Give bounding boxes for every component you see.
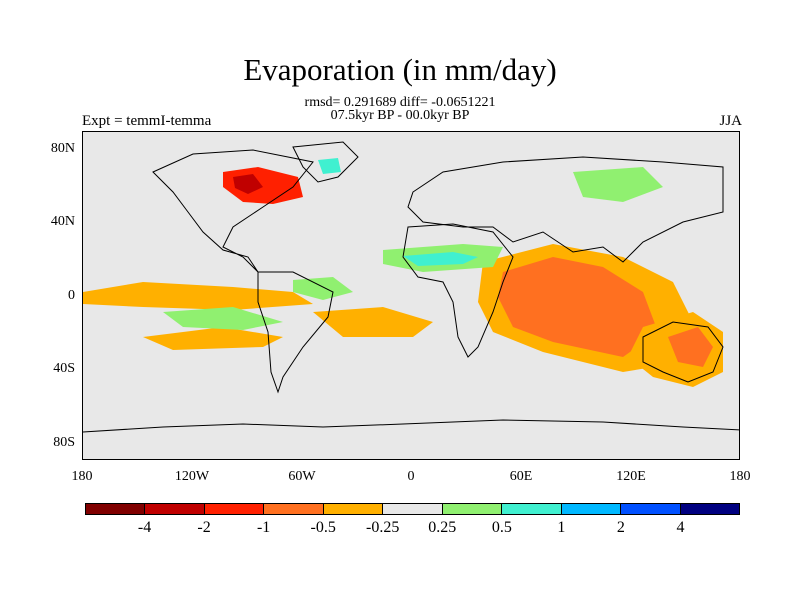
- asia-green: [573, 167, 663, 202]
- greenland-cyan: [318, 158, 341, 174]
- period-line: 07.5kyr BP - 00.0kyr BP: [330, 108, 470, 123]
- x-axis-label: 180: [71, 469, 93, 484]
- colorbar-label: 4: [676, 519, 685, 536]
- colorbar-label: -0.25: [366, 519, 400, 536]
- colorbar-swatch: [621, 504, 681, 514]
- colorbar-label: 1: [557, 519, 566, 536]
- australia-coast: [642, 321, 724, 383]
- x-axis-label: 120E: [616, 469, 646, 484]
- coastlines: [83, 141, 739, 433]
- y-axis-label: 80S: [53, 435, 75, 450]
- africa-coast: [402, 223, 514, 358]
- y-axis-label: 40N: [50, 214, 75, 229]
- colorbar-swatch: [323, 504, 384, 514]
- anomaly-shading: [83, 158, 723, 387]
- season-label: JJA: [719, 113, 742, 129]
- y-axis-label: 0: [68, 288, 75, 303]
- colorbar-swatch: [383, 504, 443, 514]
- colorbar-label: -1: [256, 519, 271, 536]
- colorbar-swatch: [264, 504, 324, 514]
- stats-line: rmsd= 0.291689 diff= -0.0651221: [304, 95, 496, 110]
- colorbar-label: -4: [137, 519, 152, 536]
- x-axis-label: 60E: [509, 469, 533, 484]
- south-pacific-green: [163, 307, 283, 330]
- south-america-coast: [257, 271, 334, 394]
- europe-asia-coast: [407, 156, 724, 263]
- colorbar-swatch: [680, 504, 739, 514]
- indian-ocean-darkorange: [498, 257, 658, 357]
- sahara-cyan: [403, 252, 478, 266]
- x-axis-label: 120W: [174, 469, 210, 484]
- colorbar-swatch: [86, 504, 146, 514]
- antarctica-coast: [83, 419, 739, 433]
- greenland-coast: [292, 141, 359, 183]
- colorbar-label: 0.5: [491, 519, 512, 536]
- north-america-coast: [152, 149, 314, 273]
- south-atlantic-orange: [313, 307, 433, 337]
- australia-darkorange: [668, 327, 713, 367]
- atlantic-green: [293, 277, 353, 300]
- colorbar-swatch: [442, 504, 503, 514]
- map-plot-area: [82, 131, 740, 460]
- experiment-label: Expt = temmI-temma: [82, 113, 212, 129]
- colorbar: [85, 503, 740, 515]
- map-title: Evaporation (in mm/day): [243, 52, 557, 87]
- map-svg: [83, 141, 739, 433]
- colorbar-label: -0.5: [310, 519, 336, 536]
- north-pacific-orange: [83, 282, 313, 310]
- y-axis-label: 80N: [50, 141, 75, 156]
- colorbar-label: 2: [616, 519, 625, 536]
- x-axis-label: 0: [407, 469, 415, 484]
- colorbar-swatch: [204, 504, 265, 514]
- colorbar-swatch: [502, 504, 562, 514]
- hudson-bay-darkred: [233, 174, 263, 194]
- colorbar-label: 0.25: [428, 519, 457, 536]
- y-axis-label: 40S: [53, 361, 75, 376]
- x-axis-label: 60W: [288, 469, 316, 484]
- south-pacific-orange: [143, 327, 283, 350]
- colorbar-label: -2: [197, 519, 211, 536]
- colorbar-swatch: [145, 504, 205, 514]
- colorbar-swatch: [561, 504, 622, 514]
- x-axis-label: 180: [729, 469, 751, 484]
